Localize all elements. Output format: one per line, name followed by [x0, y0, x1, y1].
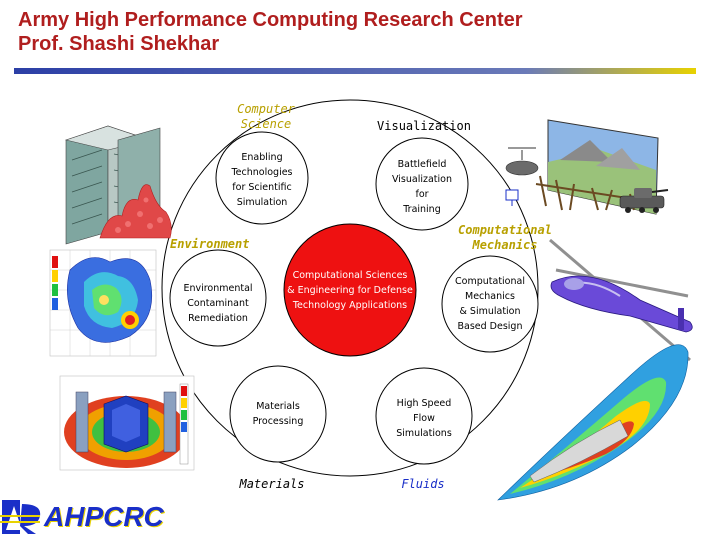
- node-comp-mech-line-1: Computational: [455, 276, 525, 287]
- node-materials-line-2: Processing: [252, 416, 304, 427]
- node-flow-line-3: Simulations: [396, 428, 452, 439]
- node-comp-mech-label: Computational Mechanics & Simulation Bas…: [448, 274, 532, 334]
- outer-ring: [161, 99, 539, 477]
- hub-line-3: Technology Applications: [292, 300, 408, 311]
- materials-illustration: [59, 375, 195, 471]
- category-computer-science-line-1: Computer: [237, 102, 295, 116]
- hub-circle: [283, 223, 417, 357]
- node-battlefield-line-2: Visualization: [391, 174, 452, 185]
- node-battlefield-circle: [375, 137, 469, 231]
- node-comp-mech-line-3: & Simulation: [459, 306, 521, 317]
- node-enabling-line-4: Simulation: [236, 197, 288, 208]
- ahpcrc-logo-mark: [0, 500, 41, 534]
- category-computer-science: Computer Science: [216, 102, 316, 132]
- hub-line-1: Computational Sciences: [292, 270, 408, 281]
- category-visualization: Visualization: [377, 119, 471, 133]
- node-flow-line-2: Flow: [413, 413, 435, 424]
- node-flow-label: High Speed Flow Simulations: [384, 396, 464, 441]
- title-divider: [14, 68, 696, 74]
- node-environmental-label: Environmental Contaminant Remediation: [176, 281, 260, 326]
- node-comp-mech-circle: [441, 255, 539, 353]
- page-title: Army High Performance Computing Research…: [18, 8, 523, 56]
- building-illustration: [64, 125, 172, 245]
- node-materials-line-1: Materials: [256, 401, 300, 412]
- node-flow-line-1: High Speed: [396, 398, 452, 409]
- node-battlefield-line-3: for: [415, 189, 429, 200]
- node-environmental-line-3: Remediation: [188, 313, 248, 324]
- node-environmental-line-2: Contaminant: [187, 298, 249, 309]
- node-enabling-circle: [215, 131, 309, 225]
- category-comp-mech-line-1: Computational: [458, 223, 552, 237]
- category-computer-science-line-2: Science: [240, 117, 292, 131]
- node-flow-circle: [375, 367, 473, 465]
- visualization-illustration: [505, 119, 669, 215]
- title-line-1: Army High Performance Computing Research…: [18, 9, 523, 31]
- node-battlefield-label: Battlefield Visualization for Training: [382, 157, 462, 217]
- category-environment: Environment: [170, 237, 250, 251]
- category-materials: Materials: [239, 477, 305, 491]
- node-enabling-line-1: Enabling: [241, 152, 283, 163]
- node-materials-label: Materials Processing: [238, 399, 318, 429]
- title-line-2: Prof. Shashi Shekhar: [18, 33, 220, 55]
- node-enabling-label: Enabling Technologies for Scientific Sim…: [222, 150, 302, 210]
- node-environmental-circle: [169, 249, 267, 347]
- category-comp-mech-line-2: Mechanics: [472, 238, 538, 252]
- node-comp-mech-line-2: Mechanics: [465, 291, 515, 302]
- node-environmental-line-1: Environmental: [183, 283, 253, 294]
- environment-illustration: [49, 249, 157, 357]
- category-computational-mechanics: Computational Mechanics: [450, 223, 560, 253]
- category-fluids: Fluids: [401, 477, 445, 491]
- node-battlefield-line-1: Battlefield: [397, 159, 447, 170]
- node-enabling-line-3: for Scientific: [232, 182, 292, 193]
- hub-line-2: & Engineering for Defense: [287, 285, 413, 296]
- ahpcrc-logo-text: AHPCRC: [44, 501, 164, 532]
- node-materials-circle: [229, 365, 327, 463]
- node-battlefield-line-4: Training: [403, 204, 441, 215]
- hub-label: Computational Sciences & Engineering for…: [282, 268, 418, 313]
- helicopter-illustration: [549, 238, 693, 362]
- node-enabling-line-2: Technologies: [231, 167, 293, 178]
- node-comp-mech-line-4: Based Design: [457, 321, 523, 332]
- fluids-illustration: [497, 344, 689, 501]
